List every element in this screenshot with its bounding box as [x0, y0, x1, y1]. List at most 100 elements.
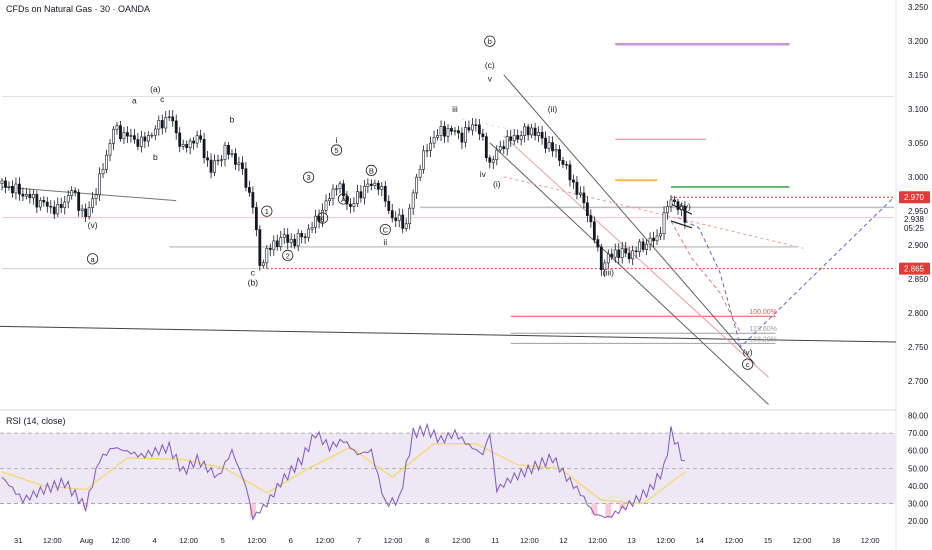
- wave-label: iii: [452, 104, 458, 114]
- candle-body: [84, 208, 88, 217]
- candle-body: [335, 188, 338, 190]
- candle-body: [146, 135, 150, 142]
- candle-body: [171, 116, 175, 122]
- candle-body: [680, 206, 683, 210]
- candle-body: [439, 126, 443, 136]
- time-tick-label: 12: [559, 536, 567, 545]
- candle-body: [460, 132, 464, 143]
- wave-label: (v): [88, 220, 98, 230]
- wave-label: c: [746, 360, 750, 369]
- price-tick-label: 3.150: [908, 71, 929, 80]
- wave-label: (a): [150, 84, 161, 94]
- candle-body: [572, 179, 575, 183]
- fib-level-label: 100.00%: [749, 309, 777, 316]
- projection-red: [670, 220, 742, 334]
- wave-label: 2: [286, 251, 290, 260]
- candle-body: [523, 126, 527, 136]
- rsi-oversold-fill: [82, 503, 89, 508]
- wave-label: (b): [248, 278, 259, 288]
- candle-body: [408, 207, 412, 225]
- left-trendline: [1, 186, 177, 202]
- candle-body: [150, 134, 154, 137]
- candle-body: [512, 135, 516, 141]
- candle-body: [136, 139, 140, 147]
- candle-body: [415, 176, 419, 194]
- candle-body: [70, 190, 74, 196]
- time-tick-label: 12:00: [520, 536, 539, 545]
- candle-body: [634, 250, 638, 253]
- price-tick-label: 3.000: [908, 173, 929, 182]
- candle-body: [422, 150, 426, 170]
- wave-label: v: [488, 74, 493, 84]
- candle-body: [300, 233, 304, 238]
- price-tag-box: [899, 262, 930, 275]
- candle-body: [645, 243, 649, 250]
- candle-body: [28, 193, 32, 199]
- candle-body: [227, 144, 230, 155]
- candle-body: [464, 127, 467, 143]
- price-tick-label: 2.700: [908, 377, 929, 386]
- candle-body: [568, 164, 572, 181]
- candle-body: [314, 215, 317, 228]
- candle-body: [167, 116, 171, 118]
- rsi-tick-label: 40.00: [908, 482, 929, 491]
- candle-body: [143, 136, 147, 142]
- candle-body: [411, 192, 415, 209]
- wave-label: i: [336, 135, 338, 145]
- candle-body: [133, 135, 136, 140]
- candle-body: [94, 194, 98, 200]
- rsi-line: [1, 422, 685, 521]
- rsi-tick-label: 80.00: [908, 412, 929, 421]
- wave-label-circle: [484, 35, 496, 47]
- candle-body: [533, 127, 537, 136]
- candle-body: [101, 168, 105, 175]
- wave-labels: 100.00%123.60%138.20%(v)a(a)a cbbc(b)1234…: [86, 35, 777, 370]
- candle-body: [126, 132, 129, 137]
- candle-body: [596, 239, 600, 248]
- candle-body: [321, 210, 324, 222]
- candle-body: [199, 135, 203, 140]
- candle-body: [202, 139, 206, 159]
- wave-label-circle: [316, 212, 329, 224]
- time-tick-label: 6: [289, 536, 293, 545]
- candle-body: [603, 262, 607, 270]
- candle-body: [261, 262, 265, 266]
- candle-body: [342, 183, 345, 197]
- time-tick-label: 12:00: [384, 536, 403, 545]
- candle-body: [366, 183, 370, 187]
- candle-body: [234, 153, 237, 165]
- candle-body: [164, 117, 168, 129]
- candle-body: [380, 186, 384, 190]
- candle-body: [129, 135, 133, 137]
- candle-body: [606, 253, 610, 264]
- candle-body: [265, 248, 269, 264]
- candle-body: [369, 183, 373, 186]
- time-tick-label: 31: [14, 536, 22, 545]
- candle-body: [683, 206, 687, 223]
- time-tick-label: 14: [696, 536, 704, 545]
- candle-body: [286, 234, 290, 243]
- time-tick-label: 12:00: [724, 536, 743, 545]
- wave-label: (i): [493, 179, 501, 189]
- price-axis[interactable]: 3.250 3.200 3.150 3.100 3.050 3.000 2.950 2.900…: [899, 3, 930, 386]
- candle-body: [0, 180, 4, 184]
- price-tick-label: 2.750: [908, 343, 929, 352]
- candle-body: [275, 240, 279, 247]
- candle-body: [328, 198, 331, 202]
- price-tick-label: 2.850: [908, 275, 929, 284]
- wave-label: b: [153, 152, 158, 162]
- candle-body: [303, 236, 307, 238]
- candle-body: [589, 215, 593, 223]
- price-tick-label: 2.950: [908, 207, 929, 216]
- wave-label: (iii): [603, 267, 614, 277]
- candle-body: [558, 149, 561, 161]
- time-axis[interactable]: 31 12:00 Aug 12:00 4 12:00 5 12:00 6 12:00 7 12:00 8…: [14, 536, 879, 545]
- wave-label: C: [383, 226, 389, 235]
- candle-body: [666, 206, 669, 214]
- candle-body: [18, 183, 21, 195]
- candle-body: [425, 150, 429, 152]
- candle-body: [502, 146, 506, 150]
- candle-body: [307, 228, 311, 238]
- rsi-title: RSI (14, close): [6, 416, 66, 426]
